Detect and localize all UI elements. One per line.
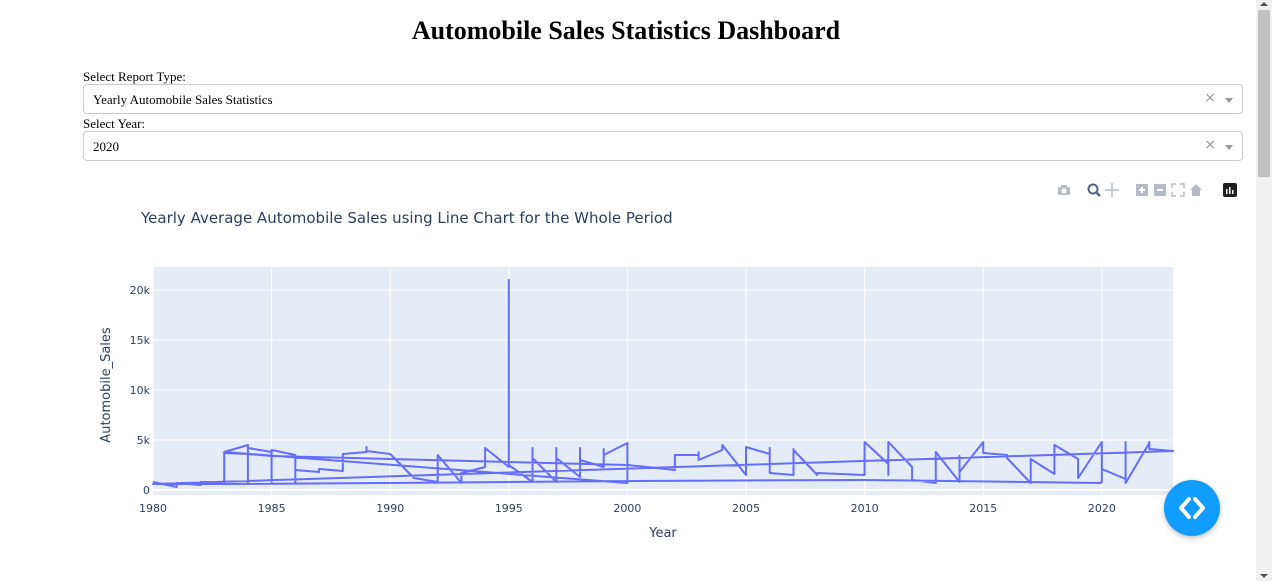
y-tick-label: 5k [137, 434, 151, 447]
scroll-up-icon[interactable] [1260, 2, 1268, 6]
y-tick-label: 15k [130, 334, 151, 347]
scroll-down-icon[interactable] [1260, 574, 1268, 578]
x-tick-label: 2005 [732, 502, 760, 515]
code-toggle-button[interactable] [1164, 480, 1220, 536]
x-tick-label: 2020 [1088, 502, 1116, 515]
chevron-down-icon[interactable] [1225, 145, 1233, 150]
y-axis-title: Automobile_Sales [99, 327, 114, 443]
report-type-dropdown[interactable]: Yearly Automobile Sales Statistics × [83, 84, 1243, 114]
series-layer [152, 279, 1174, 488]
clear-icon[interactable]: × [1204, 137, 1216, 153]
autoscale-icon[interactable] [1170, 182, 1186, 198]
scroll-thumb[interactable] [1258, 10, 1270, 177]
chevron-down-icon[interactable] [1225, 98, 1233, 103]
series-line [152, 279, 1174, 488]
y-tick-label: 0 [143, 484, 150, 497]
x-tick-label: 1995 [495, 502, 523, 515]
x-tick-label: 2010 [851, 502, 879, 515]
reset-axes-icon[interactable] [1188, 182, 1204, 198]
x-axis-title: Year [648, 526, 677, 541]
vertical-scrollbar[interactable] [1256, 0, 1272, 581]
zoom-in-icon[interactable] [1134, 182, 1150, 198]
year-value: 2020 [93, 139, 119, 154]
chart-title: Yearly Average Automobile Sales using Li… [140, 209, 673, 227]
report-type-value: Yearly Automobile Sales Statistics [93, 92, 273, 107]
x-tick-label: 2000 [613, 502, 641, 515]
y-tick-label: 20k [130, 284, 151, 297]
y-tick-label: 10k [130, 384, 151, 397]
plotly-logo-icon[interactable] [1222, 182, 1238, 198]
year-dropdown[interactable]: 2020 × [83, 131, 1243, 161]
plot-area [153, 267, 1173, 495]
x-tick-label: 1990 [376, 502, 404, 515]
code-icon [1179, 497, 1205, 519]
report-type-label: Select Report Type: [83, 69, 186, 84]
tick-labels: 1980 1985 1990 1995 2000 2005 2010 2015 2020 0 5k 1… [130, 284, 1116, 515]
pan-icon[interactable] [1104, 182, 1120, 198]
x-tick-label: 2015 [969, 502, 997, 515]
x-tick-label: 1985 [258, 502, 286, 515]
page-title: Automobile Sales Statistics Dashboard [411, 16, 841, 45]
year-label: Select Year: [83, 116, 146, 131]
sales-line-chart: 1980 1985 1990 1995 2000 2005 2010 2015 2020 0 5k 1… [99, 209, 1174, 541]
x-tick-label: 1980 [139, 502, 167, 515]
clear-icon[interactable]: × [1204, 90, 1216, 106]
zoom-out-icon[interactable] [1152, 182, 1168, 198]
camera-icon[interactable] [1056, 182, 1072, 198]
zoom-icon[interactable] [1086, 182, 1102, 198]
